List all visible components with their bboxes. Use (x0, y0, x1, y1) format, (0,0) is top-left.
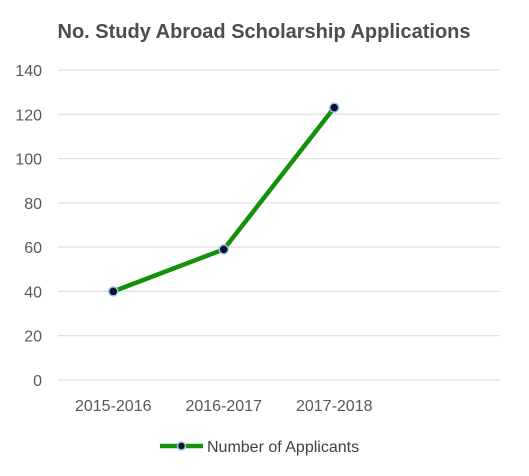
chart-title: No. Study Abroad Scholarship Application… (58, 21, 471, 43)
legend: Number of Applicants (160, 439, 359, 456)
data-point-2017-2018 (329, 102, 340, 113)
data-point-2015-2016 (108, 286, 119, 297)
series-layer (108, 102, 340, 297)
y-tick-label: 20 (24, 329, 42, 346)
y-tick-label: 80 (24, 196, 42, 213)
y-tick-label: 40 (24, 284, 42, 301)
y-axis-tick-labels: 0 20 40 60 80 100 120 140 (15, 63, 42, 390)
data-point-2016-2017 (218, 244, 229, 255)
legend-entry-label: Number of Applicants (207, 439, 359, 456)
y-tick-label: 120 (15, 107, 42, 124)
y-tick-label: 100 (15, 152, 42, 169)
x-tick-label: 2017-2018 (296, 398, 373, 415)
y-tick-label: 0 (33, 373, 42, 390)
legend-marker-swatch (176, 441, 187, 451)
series-line-number-of-applicants (111, 105, 337, 294)
y-tick-label: 140 (15, 63, 42, 80)
gridlines (58, 69, 500, 381)
y-tick-label: 60 (24, 240, 42, 257)
x-axis-tick-labels: 2015-2016 2016-2017 2017-2018 (75, 398, 373, 415)
x-tick-label: 2015-2016 (75, 398, 152, 415)
x-tick-label: 2016-2017 (185, 398, 262, 415)
